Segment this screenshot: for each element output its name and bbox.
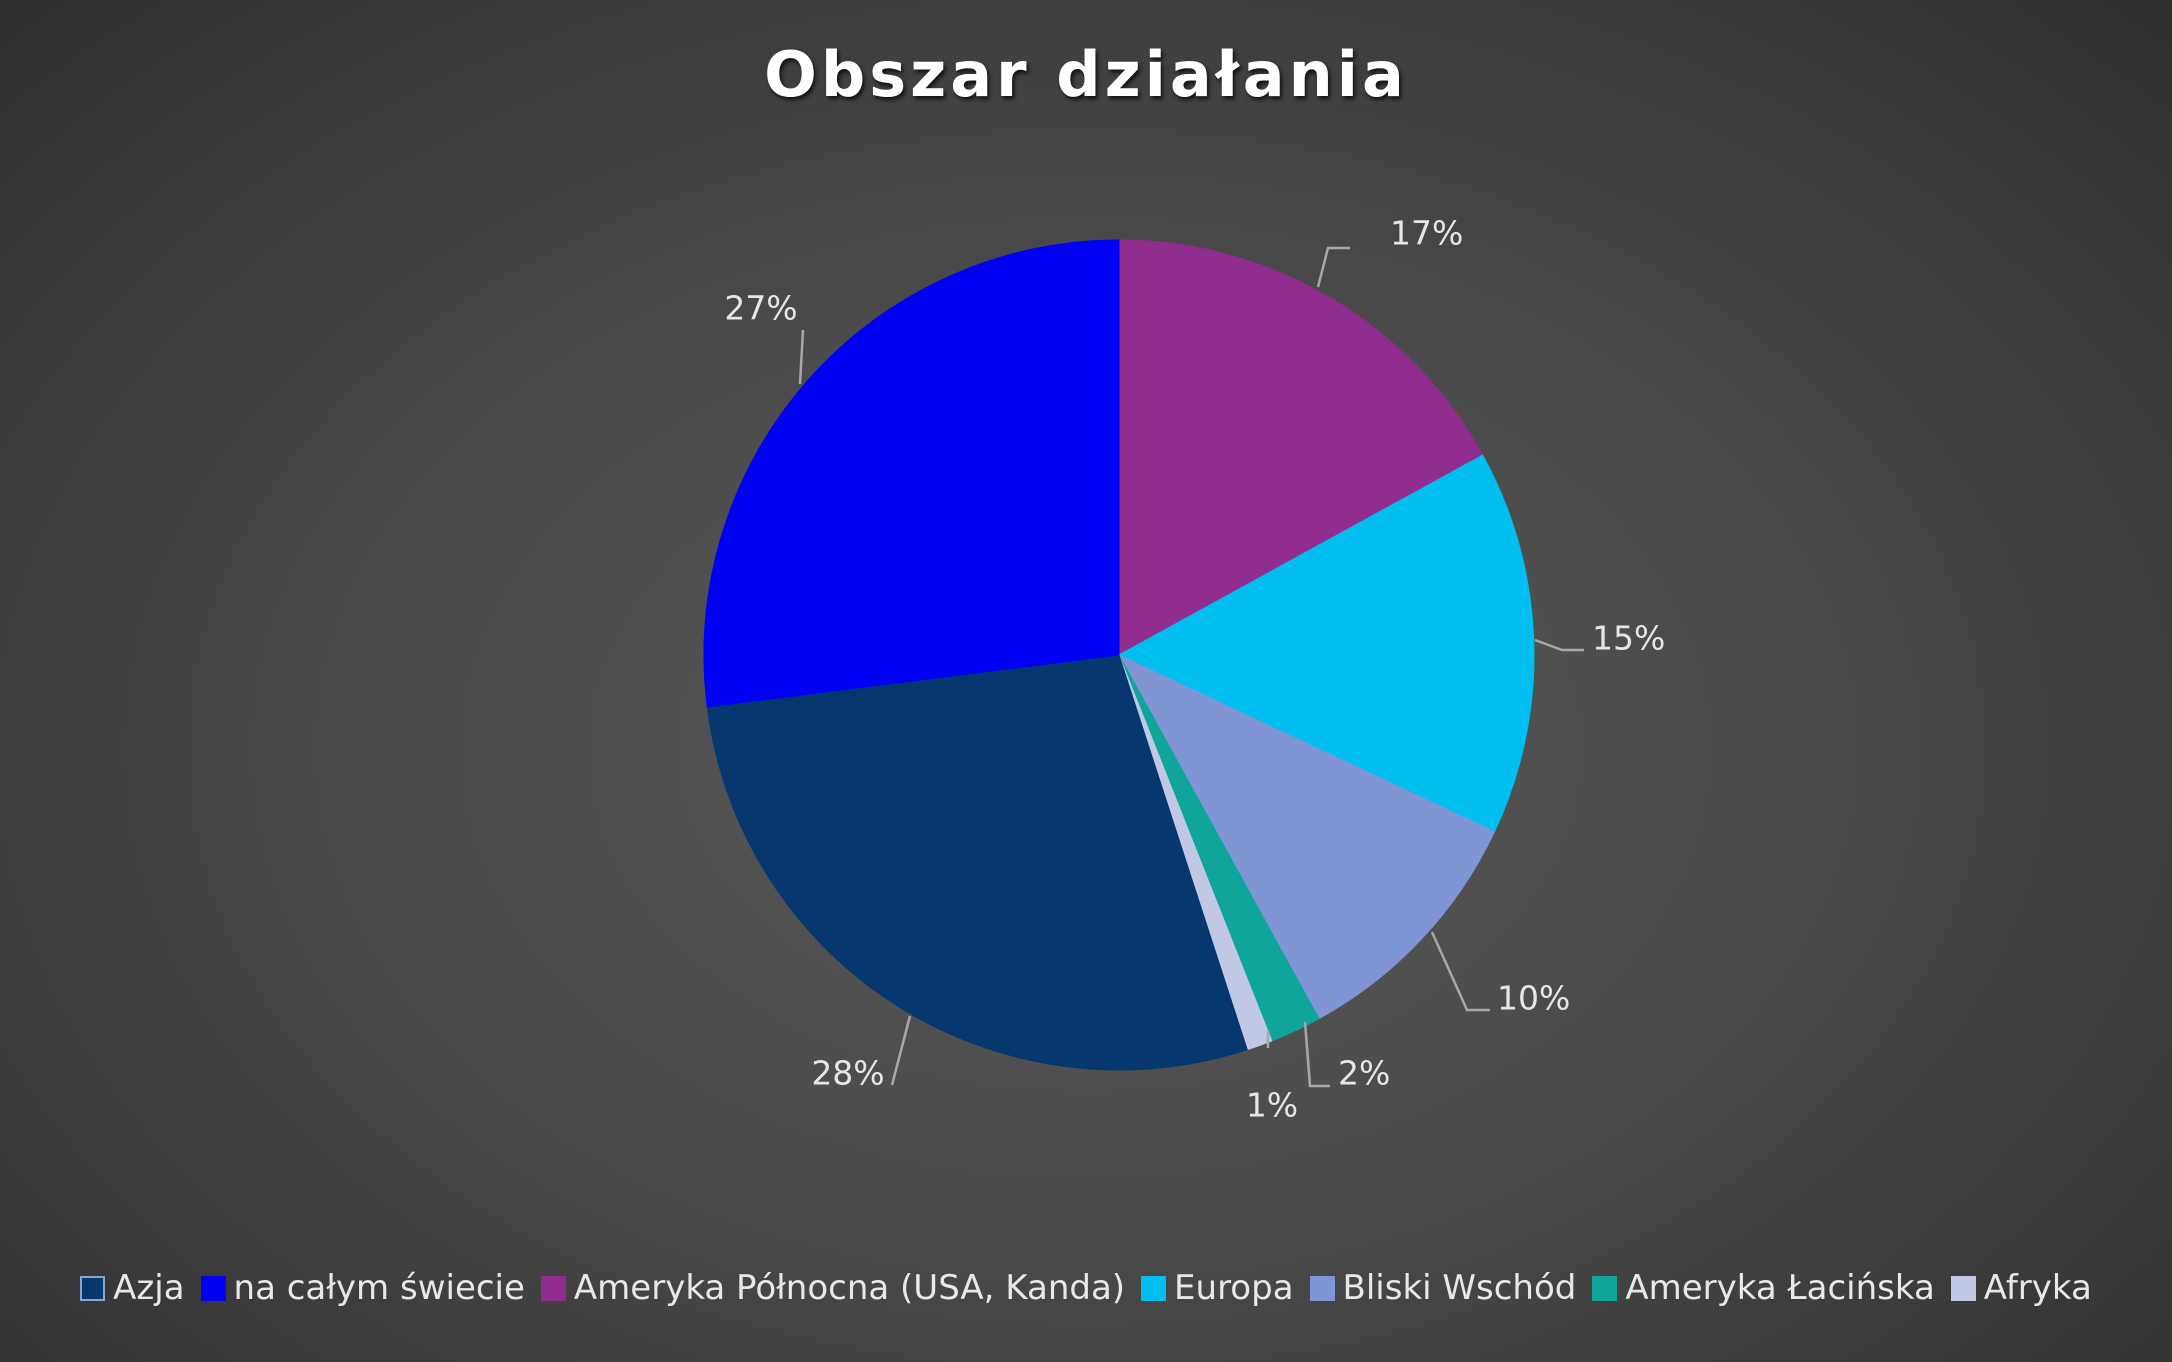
legend-item-ameryka-polnocna-usa-kanda: Ameryka Północna (USA, Kanda) (540, 1268, 1126, 1308)
data-label-azja: 28% (811, 1054, 884, 1093)
legend-swatch (1141, 1275, 1167, 1301)
leader-line-ameryka-polnocna-usa-kanda (1316, 246, 1350, 288)
data-label-bliski-wschod: 10% (1497, 979, 1570, 1018)
legend-label: Azja (113, 1268, 185, 1308)
legend-item-europa: Europa (1141, 1268, 1294, 1308)
data-label-ameryka-lacinska: 2% (1338, 1054, 1390, 1093)
pie-slice-ameryka-polnocna-usa-kanda (1118, 239, 1484, 656)
legend-swatch (1592, 1275, 1618, 1301)
legend-item-azja: Azja (80, 1268, 185, 1308)
legend-swatch (80, 1275, 106, 1301)
pie-slice-bliski-wschod (1117, 653, 1496, 1020)
legend-swatch (200, 1275, 226, 1301)
legend-label: Europa (1174, 1268, 1294, 1308)
leader-line-na-calym-swiecie (798, 329, 805, 385)
leader-line-azja (890, 1015, 912, 1086)
legend-swatch (1950, 1275, 1976, 1301)
legend-item-na-calym-swiecie: na całym świecie (200, 1268, 525, 1308)
pie-slice-europa (1117, 454, 1535, 833)
legend-item-bliski-wschod: Bliski Wschód (1309, 1268, 1577, 1308)
legend-label: Ameryka Północna (USA, Kanda) (573, 1268, 1126, 1308)
data-label-na-calym-swiecie: 27% (724, 289, 797, 328)
leader-line-europa (1534, 638, 1584, 652)
data-label-ameryka-polnocna-usa-kanda: 17% (1390, 214, 1463, 253)
legend-item-afryka: Afryka (1950, 1268, 2092, 1308)
legend-label: na całym świecie (233, 1268, 525, 1308)
data-label-europa: 15% (1592, 619, 1665, 658)
legend-label: Ameryka Łacińska (1625, 1268, 1935, 1308)
pie-slice-na-calym-swiecie (703, 239, 1120, 708)
legend-swatch (540, 1275, 566, 1301)
legend: Azja na całym świecie Ameryka Północna (US… (0, 1268, 2172, 1308)
legend-label: Bliski Wschód (1342, 1268, 1577, 1308)
pie-slice-azja (706, 654, 1248, 1071)
chart-title: Obszar działania (764, 38, 1408, 111)
data-label-afryka: 1% (1246, 1086, 1298, 1125)
legend-item-ameryka-lacinska: Ameryka Łacińska (1592, 1268, 1935, 1308)
legend-swatch (1309, 1275, 1335, 1301)
leader-line-ameryka-lacinska (1303, 1021, 1330, 1088)
leader-line-bliski-wschod (1430, 931, 1490, 1012)
legend-label: Afryka (1983, 1268, 2092, 1308)
